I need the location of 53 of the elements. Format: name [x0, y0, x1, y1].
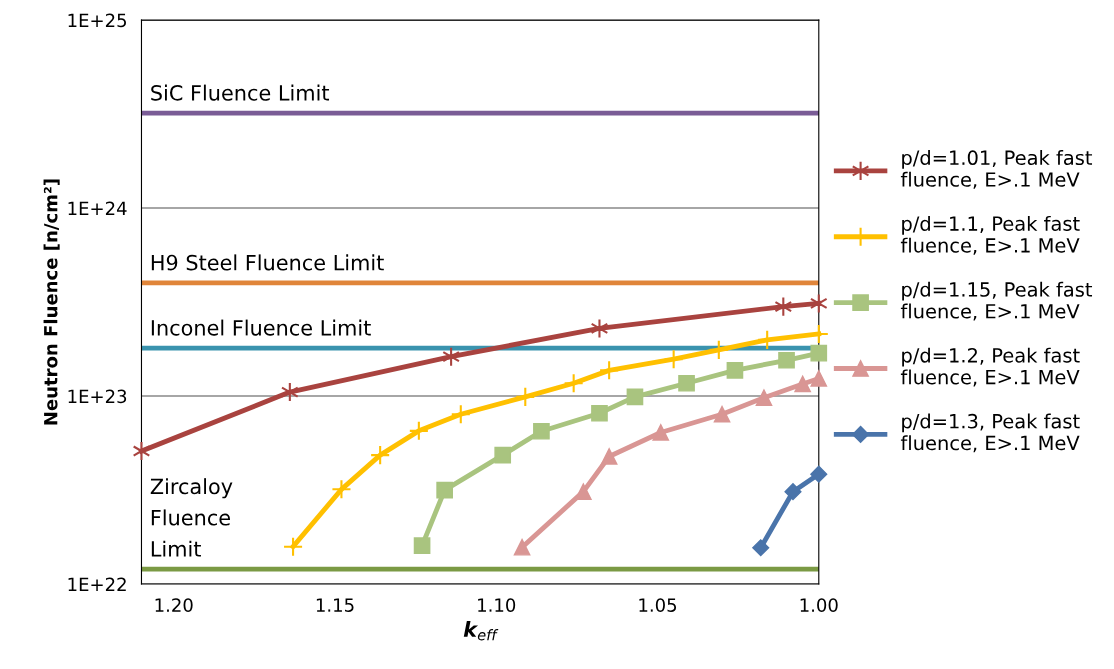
x-tick-label: 1.20: [155, 598, 193, 612]
point: [370, 445, 391, 466]
point: [590, 318, 609, 339]
x-tick-label: 1.05: [639, 598, 677, 612]
ref-line-label: SiC Fluence Limit: [151, 84, 330, 101]
ref-line-label: Inconel Fluence Limit: [151, 319, 371, 336]
point: [726, 362, 744, 379]
point: [515, 386, 536, 407]
point: [794, 375, 811, 393]
point: [713, 405, 731, 423]
point: [513, 538, 531, 556]
point: [563, 373, 584, 394]
point: [652, 424, 670, 441]
legend-label: p/d=1.1, Peak fast fluence, E>.1 MeV: [900, 215, 1080, 255]
x-axis-title: k$_{eff}$: [463, 620, 499, 641]
point: [755, 389, 773, 407]
y-tick-label: 1E+22: [68, 577, 126, 591]
legend-label: p/d=1.2, Peak fast fluence, E>.1 MeV: [900, 347, 1080, 387]
point: [436, 481, 453, 499]
ref-line-label: H9 Steel Fluence Limit: [151, 254, 384, 271]
legend-label: p/d=1.3, Peak fast fluence, E>.1 MeV: [900, 413, 1080, 453]
point: [494, 446, 512, 464]
x-tick-label: 1.15: [316, 598, 354, 612]
y-tick-label: 1E+23: [68, 389, 127, 404]
point: [533, 422, 550, 440]
point: [810, 465, 828, 483]
point: [283, 536, 304, 557]
y-tick-label: 1E+25: [68, 13, 127, 28]
point: [810, 370, 828, 387]
ref-line-label: Zircaloy Fluence Limit: [150, 478, 233, 557]
y-axis-title: Neutron Fluence [n/cm²]: [43, 179, 60, 425]
point: [600, 448, 618, 465]
point: [413, 537, 431, 554]
point: [752, 539, 770, 557]
point: [708, 339, 729, 360]
point: [626, 388, 644, 406]
point: [810, 344, 828, 362]
point: [663, 349, 684, 370]
x-tick-label: 1.10: [478, 598, 516, 612]
x-tick-label: 1.00: [800, 598, 838, 612]
point: [591, 404, 608, 422]
point: [132, 440, 151, 462]
point: [778, 351, 795, 369]
point: [599, 360, 620, 381]
y-tick-label: 1E+24: [68, 201, 127, 215]
point: [575, 483, 592, 501]
point: [678, 374, 695, 392]
point: [450, 404, 471, 425]
point: [331, 479, 352, 500]
legend-label: p/d=1.15, Peak fast fluence, E>.1 MeV: [900, 281, 1093, 321]
point: [784, 483, 802, 501]
legend-label: p/d=1.01, Peak fast fluence, E>.1 MeV: [900, 150, 1093, 189]
point: [408, 420, 429, 441]
